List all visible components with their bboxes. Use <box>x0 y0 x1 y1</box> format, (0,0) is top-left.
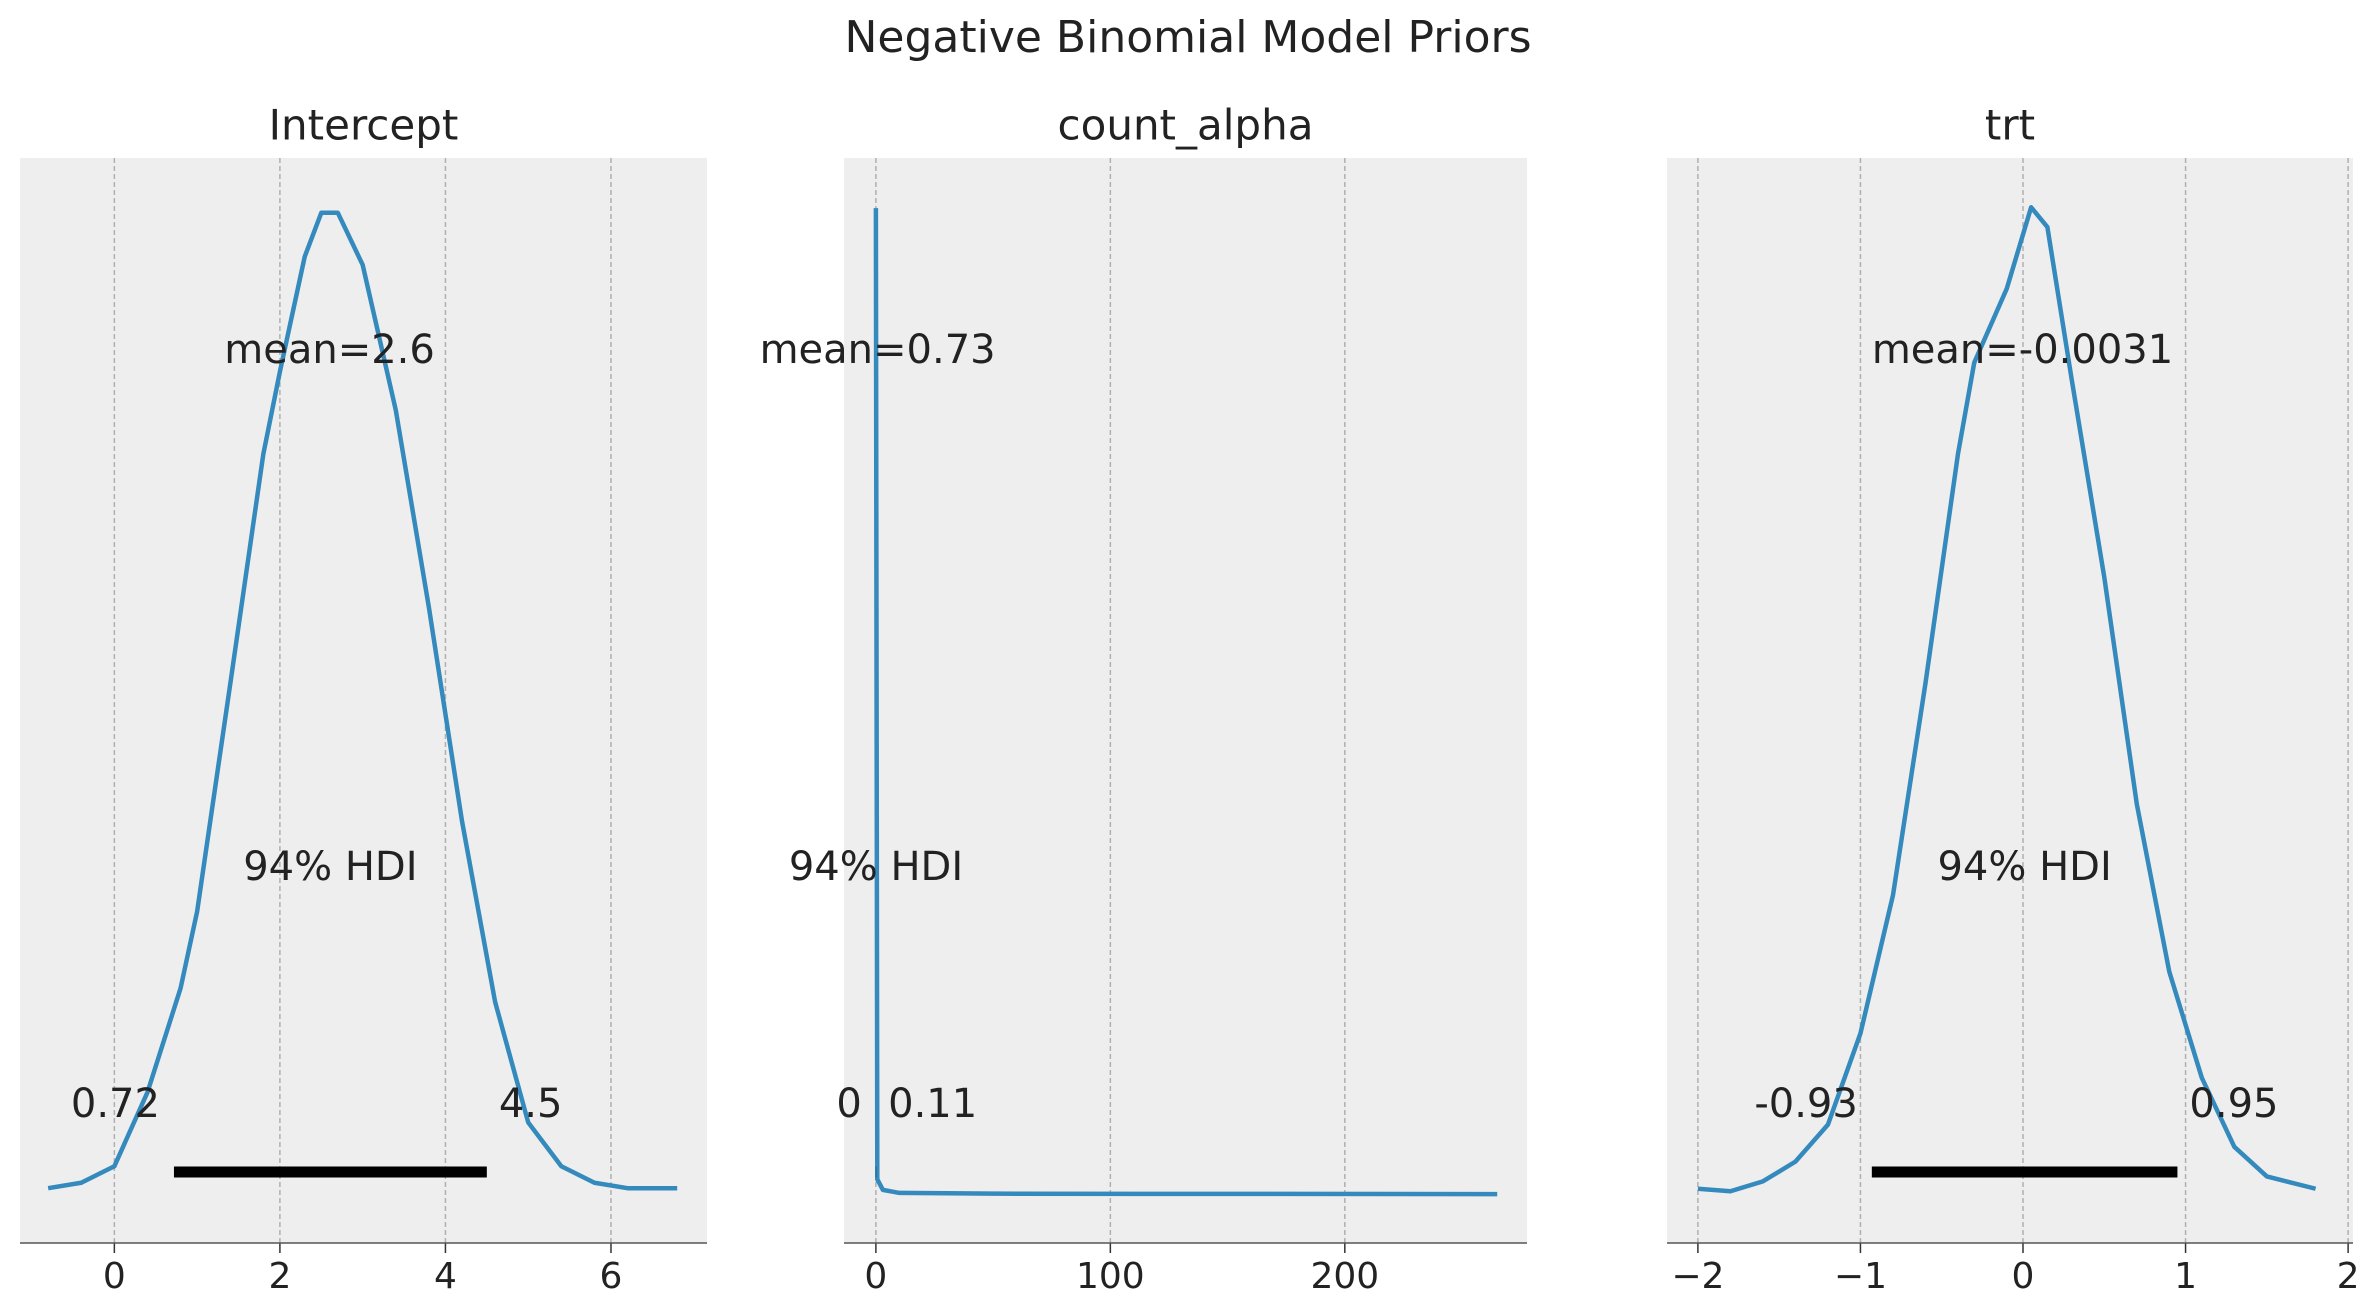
hdi-label: 94% HDI <box>789 844 963 890</box>
density-line <box>873 208 1498 1197</box>
x-tick-label: 200 <box>1310 1256 1379 1297</box>
x-tick-label: 0 <box>103 1256 126 1297</box>
panel-title: Intercept <box>269 101 459 150</box>
hdi-label: 94% HDI <box>243 844 417 890</box>
figure-title: Negative Binomial Model Priors <box>844 12 1531 63</box>
x-tick-label: 0 <box>2012 1256 2035 1297</box>
hdi-label: 94% HDI <box>1937 844 2111 890</box>
density-line <box>1697 205 2317 1194</box>
hdi-lower-label: 0.72 <box>71 1081 160 1127</box>
panel-title: count_alpha <box>1058 101 1314 150</box>
x-tick-label: 1 <box>2174 1256 2197 1297</box>
plot-area <box>20 158 707 1243</box>
hdi-upper-label: 0.11 <box>888 1081 977 1127</box>
x-tick-label: 100 <box>1076 1256 1145 1297</box>
hdi-lower-label: 0 <box>836 1081 861 1127</box>
x-tick-label: 2 <box>2337 1256 2360 1297</box>
hdi-upper-label: 4.5 <box>499 1081 563 1127</box>
mean-label: mean=0.73 <box>760 327 996 373</box>
mean-label: mean=2.6 <box>224 327 435 373</box>
mean-label: mean=-0.0031 <box>1872 327 2173 373</box>
density-line <box>47 210 678 1191</box>
plot-area <box>844 158 1527 1243</box>
x-tick-label: −2 <box>1671 1256 1724 1297</box>
hdi-upper-label: 0.95 <box>2189 1081 2278 1127</box>
plot-area <box>1667 158 2353 1243</box>
x-tick-label: 4 <box>434 1256 457 1297</box>
panel-title: trt <box>1985 101 2035 150</box>
x-tick-label: 6 <box>600 1256 623 1297</box>
x-tick-label: 0 <box>864 1256 887 1297</box>
hdi-lower-label: -0.93 <box>1754 1081 1858 1127</box>
x-tick-label: −1 <box>1834 1256 1887 1297</box>
x-tick-label: 2 <box>268 1256 291 1297</box>
